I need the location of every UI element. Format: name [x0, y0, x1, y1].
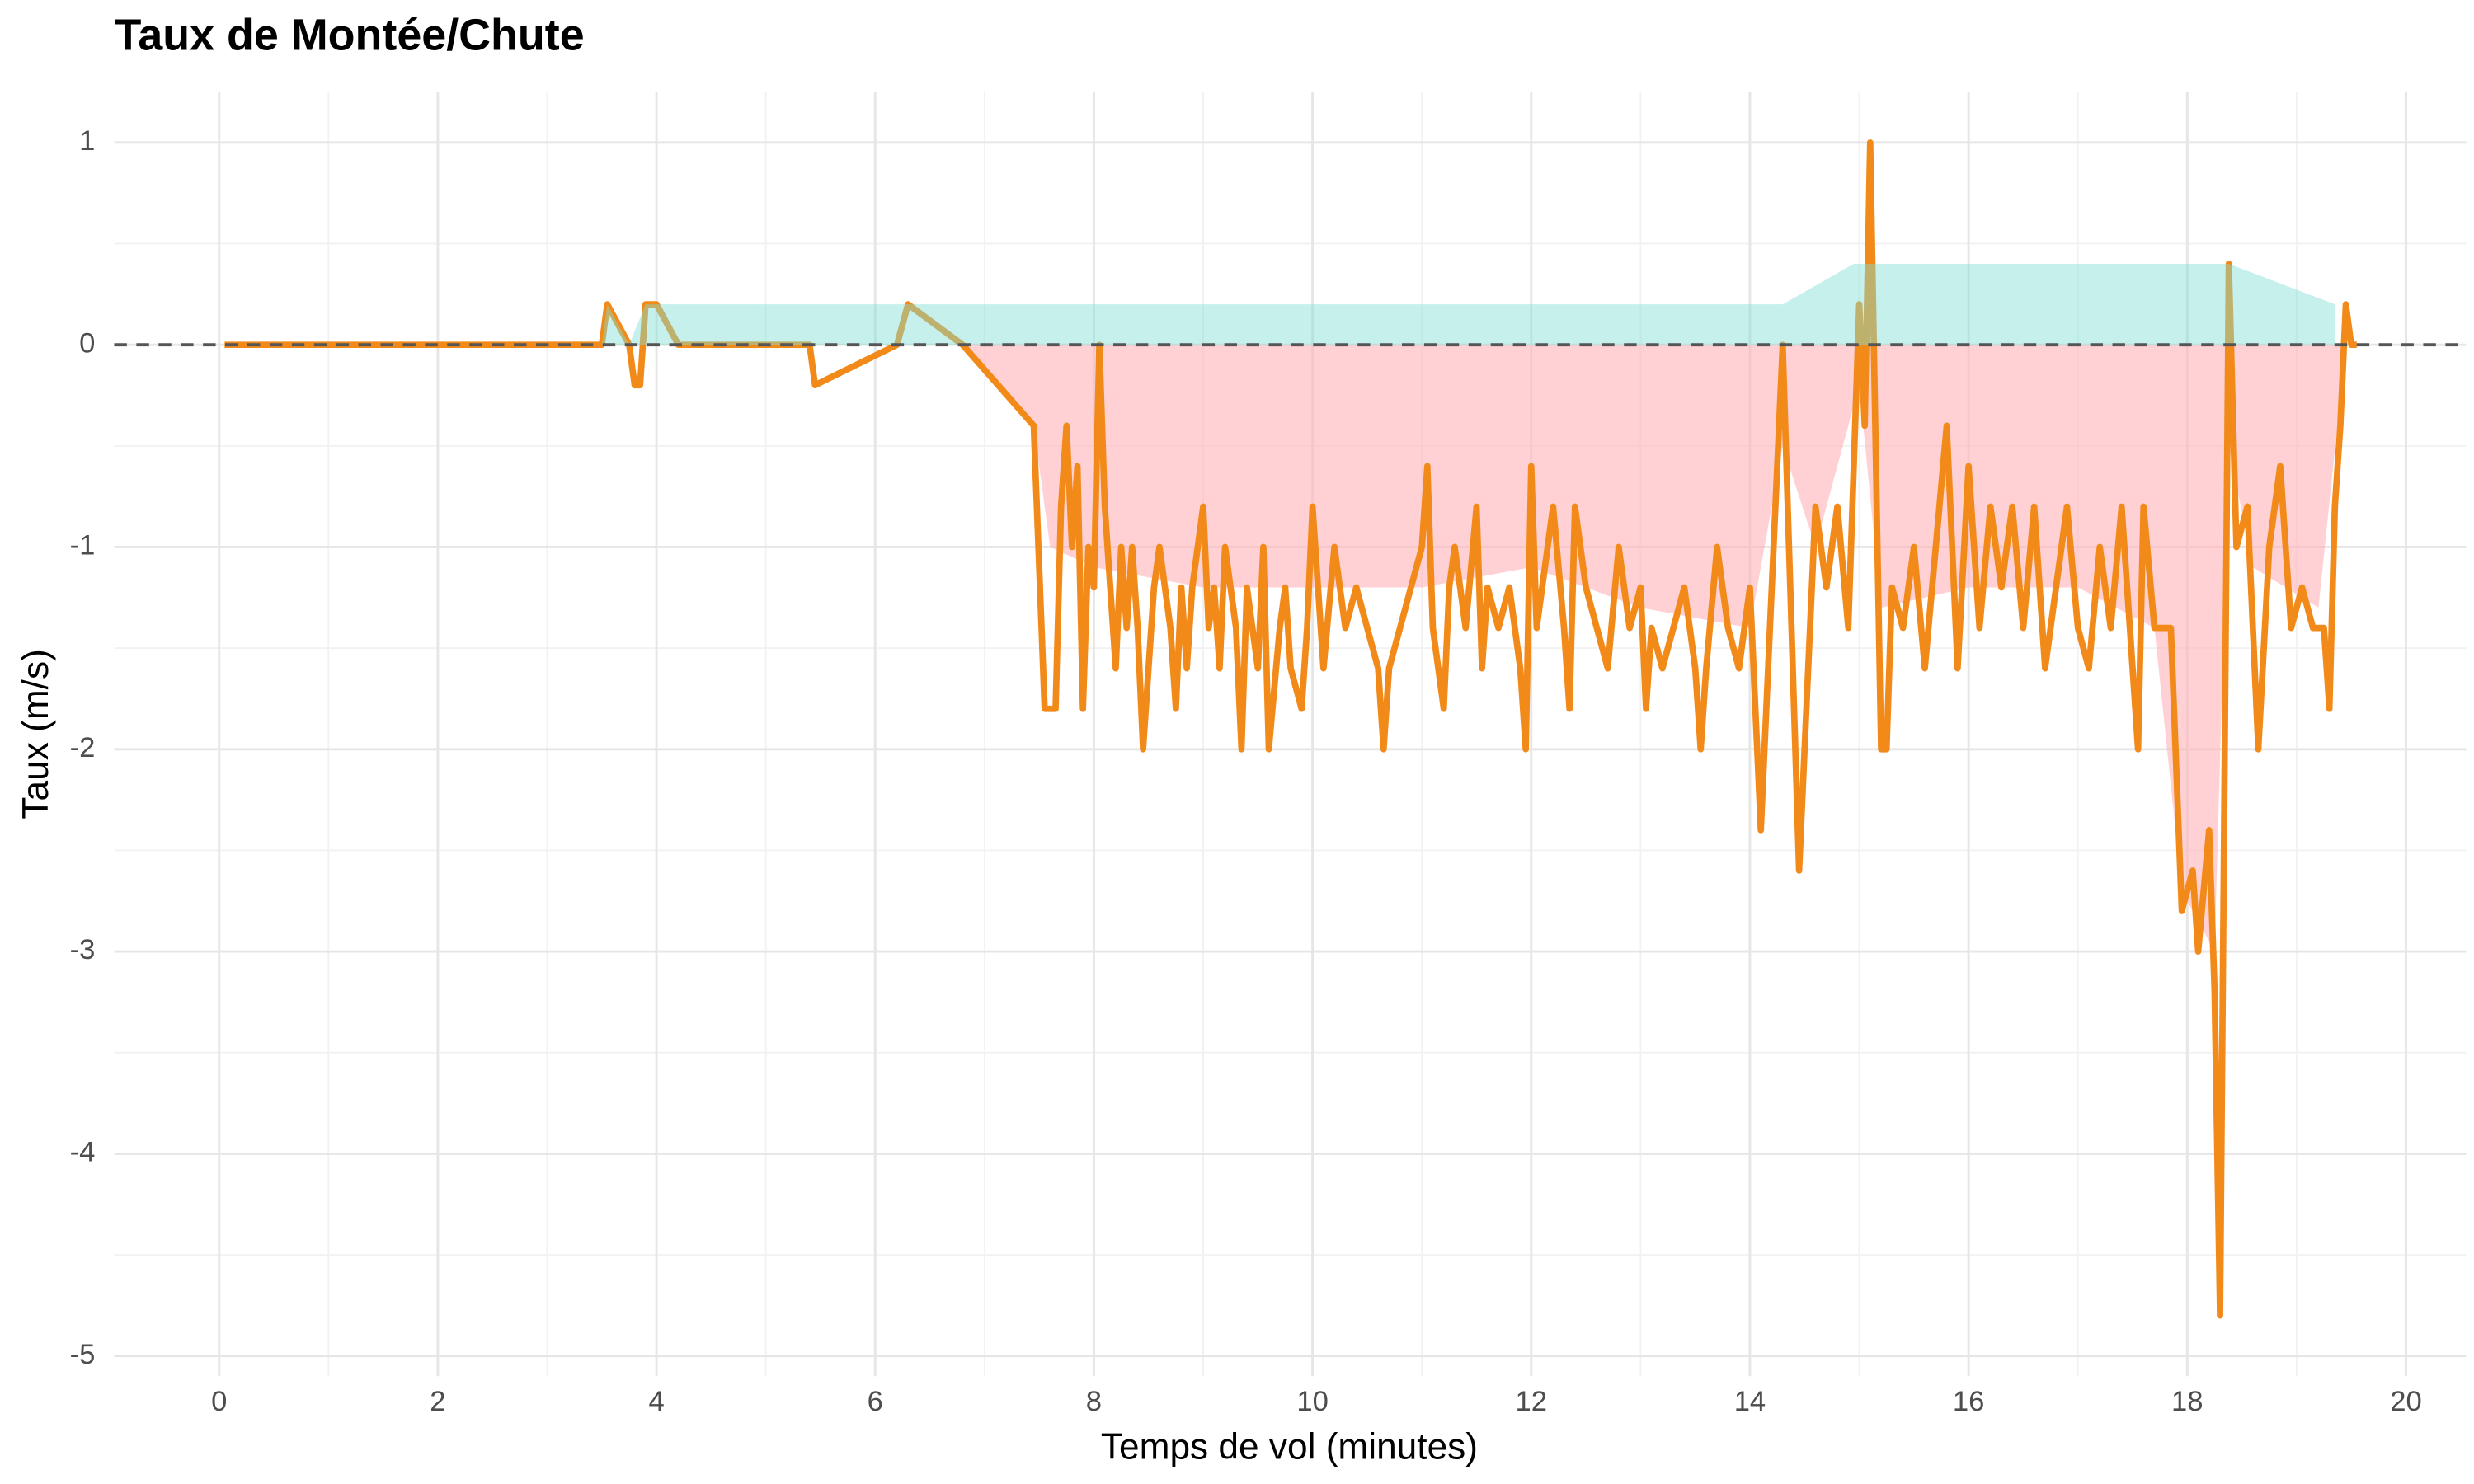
- y-tick-label: 1: [79, 125, 95, 157]
- y-tick-label: 0: [79, 327, 95, 359]
- x-tick-label: 20: [2390, 1386, 2422, 1417]
- x-tick-label: 2: [430, 1386, 445, 1417]
- y-tick-label: -5: [70, 1339, 96, 1370]
- x-tick-label: 0: [211, 1386, 227, 1417]
- x-tick-label: 12: [1516, 1386, 1548, 1417]
- y-tick-label: -2: [70, 732, 96, 763]
- x-tick-label: 10: [1296, 1386, 1329, 1417]
- y-tick-label: -1: [70, 530, 96, 561]
- x-tick-label: 16: [1953, 1386, 1985, 1417]
- x-tick-label: 8: [1086, 1386, 1102, 1417]
- y-tick-label: -4: [70, 1137, 96, 1168]
- x-tick-label: 6: [868, 1386, 883, 1417]
- area: [962, 345, 2346, 952]
- y-tick-label: -3: [70, 934, 96, 965]
- x-tick-label: 4: [648, 1386, 664, 1417]
- chart-title: Taux de Montée/Chute: [114, 10, 584, 59]
- y-axis-label: Taux (m/s): [16, 649, 56, 819]
- x-axis-label: Temps de vol (minutes): [1101, 1426, 1478, 1467]
- line: [224, 139, 2357, 1319]
- area: [601, 264, 2335, 345]
- x-tick-label: 14: [1734, 1386, 1766, 1417]
- x-tick-label: 18: [2171, 1386, 2204, 1417]
